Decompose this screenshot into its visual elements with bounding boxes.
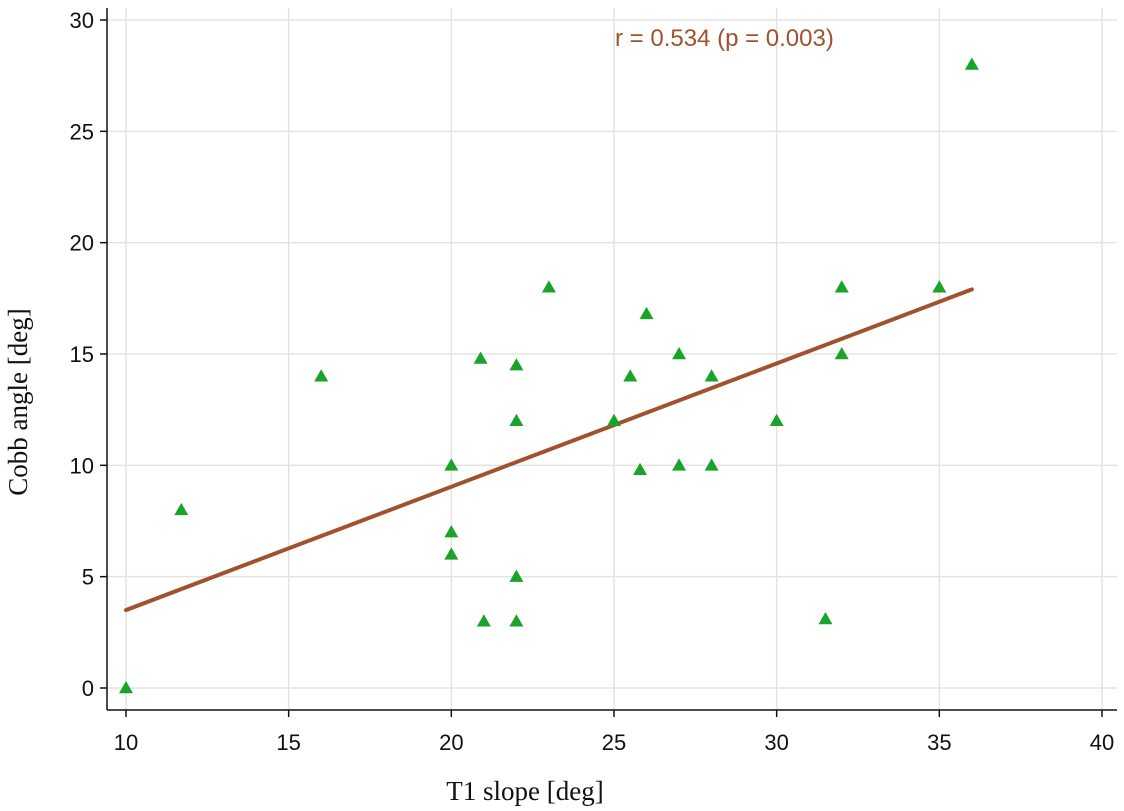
x-tick-label: 40	[1090, 730, 1114, 755]
data-point	[639, 306, 654, 320]
y-tick-label: 0	[82, 676, 94, 701]
data-point	[633, 462, 648, 476]
data-point	[672, 347, 687, 360]
y-tick-label: 10	[70, 453, 94, 478]
x-tick-label: 20	[439, 730, 463, 755]
y-tick-label: 5	[82, 565, 94, 590]
x-axis-title: T1 slope [deg]	[446, 776, 603, 806]
data-point	[509, 614, 524, 627]
axes	[100, 8, 1117, 717]
data-point	[174, 502, 189, 516]
x-tick-label: 15	[276, 730, 300, 755]
data-point	[672, 458, 687, 471]
data-points	[119, 57, 979, 694]
data-point	[818, 611, 833, 625]
data-point	[444, 525, 459, 538]
x-tick-label: 10	[114, 730, 138, 755]
y-tick-label: 15	[70, 342, 94, 367]
data-point	[932, 280, 947, 293]
data-point	[509, 569, 524, 582]
data-point	[314, 369, 329, 382]
data-point	[444, 458, 459, 471]
x-tick-label: 30	[764, 730, 788, 755]
regression-line-group	[124, 287, 974, 613]
data-point	[473, 351, 488, 364]
y-tick-label: 30	[70, 8, 94, 33]
data-point	[509, 413, 524, 427]
data-point	[704, 458, 719, 471]
data-point	[444, 547, 459, 560]
grid-lines	[107, 8, 1117, 710]
y-tick-label: 20	[70, 231, 94, 256]
data-point	[509, 358, 524, 371]
x-tick-label: 35	[927, 730, 951, 755]
correlation-annotation: r = 0.534 (p = 0.003)	[615, 25, 834, 52]
data-point	[704, 369, 719, 382]
x-tick-label: 25	[602, 730, 626, 755]
y-tick-label: 25	[70, 119, 94, 144]
regression-line	[124, 287, 974, 613]
data-point	[476, 614, 491, 627]
data-point	[834, 347, 849, 360]
data-point	[623, 369, 638, 382]
data-point	[607, 413, 621, 427]
data-point	[119, 681, 133, 694]
data-point	[769, 413, 784, 427]
y-axis-title: Cobb angle [deg]	[3, 308, 33, 495]
tick-labels: 10 15 20 25 30 35 40 0 5 10 15 20 25 30	[70, 8, 1115, 755]
data-point	[834, 280, 849, 293]
data-point	[541, 280, 556, 293]
data-point	[964, 57, 979, 70]
